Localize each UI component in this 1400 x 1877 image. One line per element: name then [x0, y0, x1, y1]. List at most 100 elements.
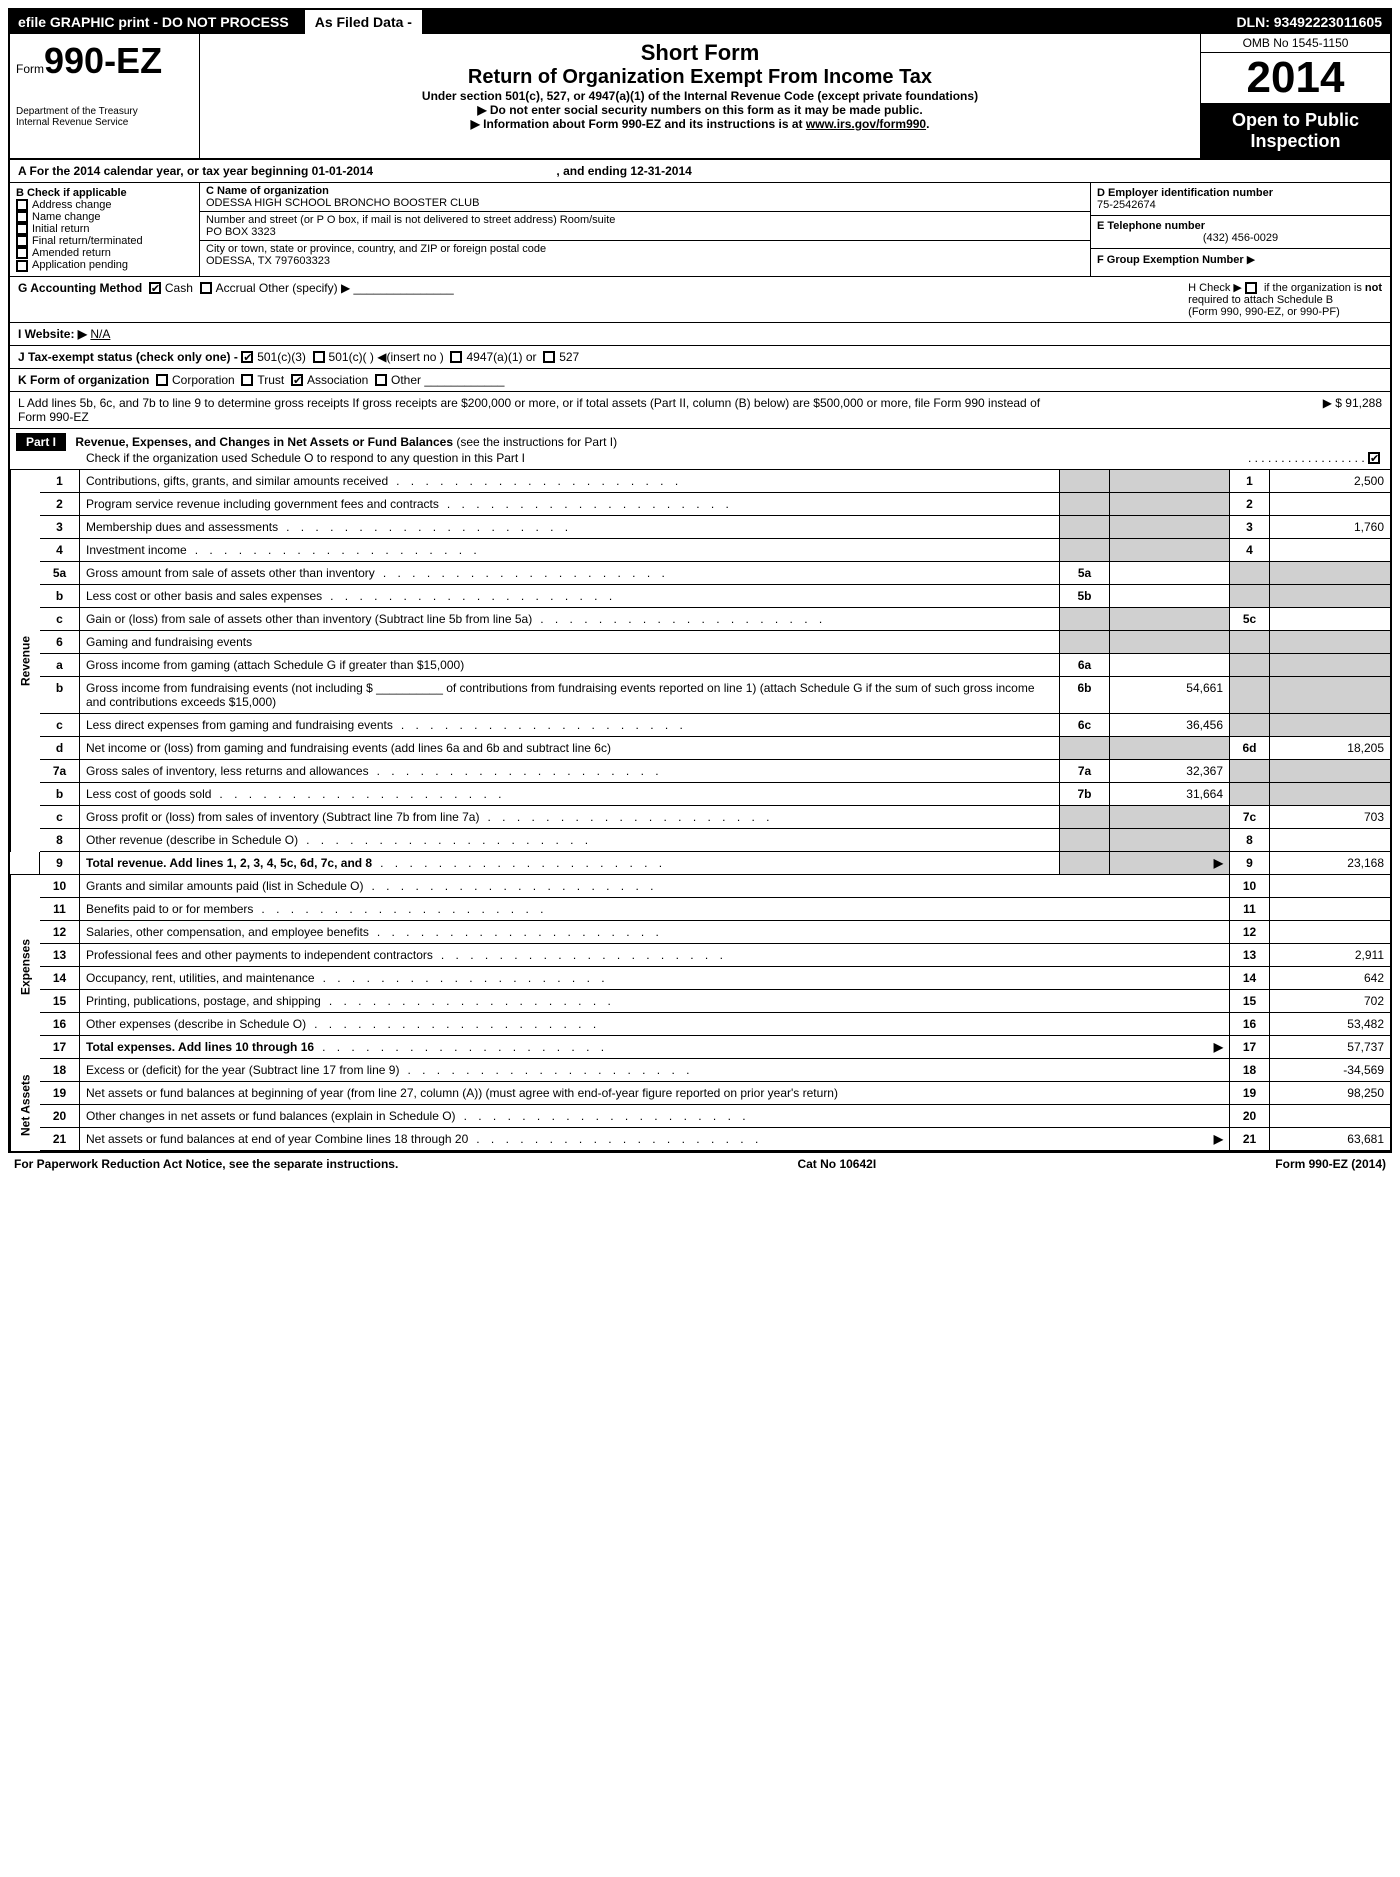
ein-value: 75-2542674	[1097, 199, 1384, 211]
ck-trust[interactable]	[241, 374, 253, 386]
row-i: I Website: ▶ N/A	[10, 323, 1390, 346]
c-city-label: City or town, state or province, country…	[206, 243, 546, 255]
l-amount: ▶ $ 91,288	[1323, 396, 1382, 424]
ck-501c3[interactable]	[241, 351, 253, 363]
val-7a: 32,367	[1110, 760, 1230, 783]
footer-right: Form 990-EZ (2014)	[1275, 1157, 1386, 1171]
val-10	[1270, 875, 1390, 898]
side-netassets: Net Assets	[10, 1059, 40, 1151]
title-short-form: Short Form	[210, 40, 1190, 66]
ck-pending[interactable]: Application pending	[16, 259, 193, 271]
row-j: J Tax-exempt status (check only one) - 5…	[10, 346, 1390, 369]
c-name-label: C Name of organization	[206, 185, 329, 197]
val-6c: 36,456	[1110, 714, 1230, 737]
header: Form990-EZ Department of the Treasury In…	[10, 34, 1390, 160]
ck-initial[interactable]: Initial return	[16, 223, 193, 235]
footer-left: For Paperwork Reduction Act Notice, see …	[14, 1157, 398, 1171]
val-17: 57,737	[1270, 1036, 1390, 1059]
topbar-dln: DLN: 93492223011605	[1228, 10, 1390, 34]
val-21: 63,681	[1270, 1128, 1390, 1151]
header-center: Short Form Return of Organization Exempt…	[200, 34, 1200, 158]
val-6a	[1110, 654, 1230, 677]
val-16: 53,482	[1270, 1013, 1390, 1036]
expenses-grid: Expenses 10Grants and similar amounts pa…	[10, 875, 1390, 1059]
ck-501c[interactable]	[313, 351, 325, 363]
note-info: Information about Form 990-EZ and its in…	[210, 117, 1190, 131]
org-street: PO BOX 3323	[206, 226, 276, 238]
val-7b: 31,664	[1110, 783, 1230, 806]
val-15: 702	[1270, 990, 1390, 1013]
val-20	[1270, 1105, 1390, 1128]
ck-part1-schedo[interactable]	[1368, 452, 1380, 464]
val-11	[1270, 898, 1390, 921]
ein-label: D Employer identification number	[1097, 187, 1384, 199]
row-a-taxyear: A For the 2014 calendar year, or tax yea…	[10, 160, 1390, 183]
ck-amended[interactable]: Amended return	[16, 247, 193, 259]
val-4	[1270, 539, 1390, 562]
val-9: 23,168	[1270, 852, 1390, 875]
val-13: 2,911	[1270, 944, 1390, 967]
bc-grid: B Check if applicable Address change Nam…	[10, 183, 1390, 277]
row-k: K Form of organization Corporation Trust…	[10, 369, 1390, 392]
grp-arrow: ▶	[1247, 254, 1255, 266]
ck-h[interactable]	[1245, 282, 1257, 294]
header-left: Form990-EZ Department of the Treasury In…	[10, 34, 200, 158]
ck-527[interactable]	[543, 351, 555, 363]
val-5b	[1110, 585, 1230, 608]
val-18: -34,569	[1270, 1059, 1390, 1082]
val-6d: 18,205	[1270, 737, 1390, 760]
side-revenue: Revenue	[10, 470, 40, 852]
val-19: 98,250	[1270, 1082, 1390, 1105]
footer: For Paperwork Reduction Act Notice, see …	[8, 1153, 1392, 1175]
col-d: D Employer identification number 75-2542…	[1090, 183, 1390, 276]
ck-address[interactable]: Address change	[16, 199, 193, 211]
ck-assoc[interactable]	[291, 374, 303, 386]
row-g-h: G Accounting Method Cash Accrual Other (…	[10, 277, 1390, 323]
part1-header: Part I Revenue, Expenses, and Changes in…	[10, 429, 1390, 470]
ck-cash[interactable]	[149, 282, 161, 294]
c-street-label: Number and street (or P O box, if mail i…	[206, 214, 615, 226]
ck-final[interactable]: Final return/terminated	[16, 235, 193, 247]
form-number: 990-EZ	[44, 40, 162, 81]
val-2	[1270, 493, 1390, 516]
topbar-mid: As Filed Data -	[305, 10, 422, 34]
h-check: H Check ▶ if the organization is not req…	[1188, 281, 1382, 318]
dept-treasury: Department of the Treasury	[16, 106, 193, 117]
ck-accrual[interactable]	[200, 282, 212, 294]
omb-number: OMB No 1545-1150	[1201, 34, 1390, 53]
row-9: 9Total revenue. Add lines 1, 2, 3, 4, 5c…	[10, 852, 1390, 875]
col-c: C Name of organization ODESSA HIGH SCHOO…	[200, 183, 1090, 276]
dept-irs: Internal Revenue Service	[16, 117, 193, 128]
tax-year: 2014	[1201, 53, 1390, 104]
val-12	[1270, 921, 1390, 944]
ck-corp[interactable]	[156, 374, 168, 386]
row-l: L Add lines 5b, 6c, and 7b to line 9 to …	[10, 392, 1390, 429]
val-6b: 54,661	[1110, 677, 1230, 714]
form-990ez: efile GRAPHIC print - DO NOT PROCESS As …	[8, 8, 1392, 1153]
val-5a	[1110, 562, 1230, 585]
val-3: 1,760	[1270, 516, 1390, 539]
val-7c: 703	[1270, 806, 1390, 829]
col-b-head: B Check if applicable	[16, 187, 193, 199]
subtitle: Under section 501(c), 527, or 4947(a)(1)…	[210, 89, 1190, 103]
val-8	[1270, 829, 1390, 852]
website-value: N/A	[90, 327, 110, 341]
open-to-public: Open to Public Inspection	[1201, 104, 1390, 158]
irs-link[interactable]: www.irs.gov/form990	[806, 117, 926, 131]
topbar-left: efile GRAPHIC print - DO NOT PROCESS	[10, 10, 297, 34]
note-ssn: Do not enter social security numbers on …	[210, 103, 1190, 117]
part1-label: Part I	[16, 433, 66, 451]
val-5c	[1270, 608, 1390, 631]
header-right: OMB No 1545-1150 2014 Open to Public Ins…	[1200, 34, 1390, 158]
org-city: ODESSA, TX 797603323	[206, 255, 330, 267]
ck-name[interactable]: Name change	[16, 211, 193, 223]
side-expenses: Expenses	[10, 875, 40, 1059]
col-b: B Check if applicable Address change Nam…	[10, 183, 200, 276]
val-1: 2,500	[1270, 470, 1390, 493]
form-prefix: Form	[16, 62, 44, 76]
topbar: efile GRAPHIC print - DO NOT PROCESS As …	[10, 10, 1390, 34]
footer-mid: Cat No 10642I	[797, 1157, 876, 1171]
g-accounting: G Accounting Method Cash Accrual Other (…	[18, 281, 454, 318]
ck-other[interactable]	[375, 374, 387, 386]
ck-4947[interactable]	[450, 351, 462, 363]
